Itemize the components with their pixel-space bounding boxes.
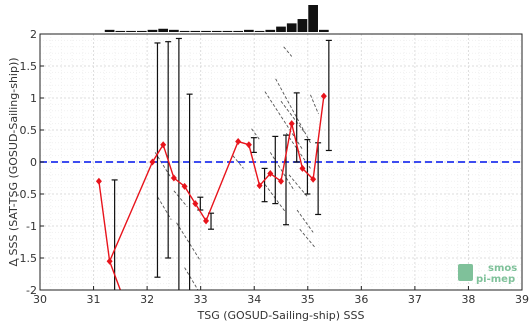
histogram-bar: [308, 5, 318, 32]
logo-wave-icon: [458, 264, 473, 281]
x-tick-label: 36: [354, 293, 368, 306]
series-marker: [149, 158, 156, 166]
x-tick-label: 39: [515, 293, 529, 306]
y-tick-label: 0.5: [20, 124, 38, 137]
y-axis-label: Δ SSS (SAT-TSG (GOSUD-Sailing-ship)): [7, 57, 20, 266]
x-tick-label: 34: [247, 293, 261, 306]
histogram-bar: [233, 30, 244, 32]
scatter-streak: [296, 209, 314, 233]
error-bars: [111, 37, 332, 290]
histogram-bar: [244, 29, 254, 32]
y-tick-label: 1: [30, 92, 37, 105]
histogram-bar: [318, 29, 329, 32]
histogram-bar: [104, 29, 115, 32]
histogram: [104, 5, 329, 32]
x-tick-label: 32: [140, 293, 154, 306]
scatter-streak: [310, 94, 319, 115]
y-tick-label: -0.5: [16, 188, 37, 201]
histogram-bar: [158, 28, 169, 32]
series-marker: [95, 177, 102, 185]
scatter-streak: [176, 222, 202, 262]
histogram-bar: [147, 29, 158, 32]
scatter-streak: [283, 46, 293, 57]
logo-line-2: pi-mep: [476, 274, 515, 285]
histogram-bar: [115, 30, 126, 32]
histogram-bar: [201, 30, 211, 32]
y-tick-label: 2: [30, 28, 37, 41]
x-axis-ticks: 30 31 32 33 34 35 36 37 38 39: [33, 286, 529, 306]
histogram-bar: [136, 30, 147, 32]
scatter-streak: [275, 78, 311, 144]
histogram-bar: [169, 29, 179, 32]
scatter-streak: [280, 100, 306, 134]
histogram-bar: [190, 30, 201, 32]
y-tick-label: -1.5: [16, 252, 37, 265]
y-tick-label: 0: [30, 156, 37, 169]
series-marker: [181, 182, 188, 190]
x-tick-label: 31: [87, 293, 101, 306]
histogram-bar: [286, 23, 297, 32]
histogram-bar: [276, 26, 286, 32]
series-markers: [95, 92, 327, 291]
y-tick-label: 1.5: [20, 60, 38, 73]
histogram-bar: [265, 29, 276, 32]
series-marker: [299, 164, 306, 172]
x-tick-label: 38: [461, 293, 475, 306]
scatter-streak: [173, 190, 188, 208]
series-marker: [235, 138, 242, 146]
series-marker: [256, 182, 263, 190]
scatter-streak: [232, 155, 244, 169]
scatter-streak: [157, 196, 172, 220]
scatter-streak: [299, 228, 317, 249]
histogram-bar: [211, 30, 222, 32]
series-marker: [310, 175, 317, 183]
histogram-bar: [179, 30, 190, 32]
y-tick-label: -1: [26, 220, 37, 233]
x-tick-label: 33: [194, 293, 208, 306]
smos-pimep-logo: smos pi-mep: [458, 263, 517, 285]
histogram-bar: [297, 19, 308, 32]
series-marker: [245, 141, 252, 149]
series-line-tail: [108, 260, 121, 291]
scatter-streak: [251, 128, 260, 140]
series-marker: [160, 141, 167, 149]
histogram-bar: [254, 30, 265, 32]
x-axis-label: TSG (GOSUD-Sailing-ship) SSS: [197, 309, 365, 322]
x-tick-label: 30: [33, 293, 47, 306]
logo-line-1: smos: [488, 263, 517, 274]
x-tick-label: 37: [408, 293, 422, 306]
x-tick-label: 35: [301, 293, 315, 306]
scatter-streak: [184, 267, 199, 291]
series-marker: [192, 200, 199, 208]
series-marker: [288, 120, 295, 128]
series-marker: [170, 174, 177, 182]
histogram-bar: [222, 30, 233, 32]
histogram-bar: [126, 30, 136, 32]
series-marker: [267, 170, 274, 178]
series-marker: [278, 177, 284, 185]
series-marker: [320, 92, 327, 100]
series-marker: [203, 217, 210, 225]
y-tick-label: -2: [26, 284, 37, 297]
y-axis-ticks: -2 -1.5 -1 -0.5 0 0.5 1 1.5 2: [16, 28, 44, 297]
